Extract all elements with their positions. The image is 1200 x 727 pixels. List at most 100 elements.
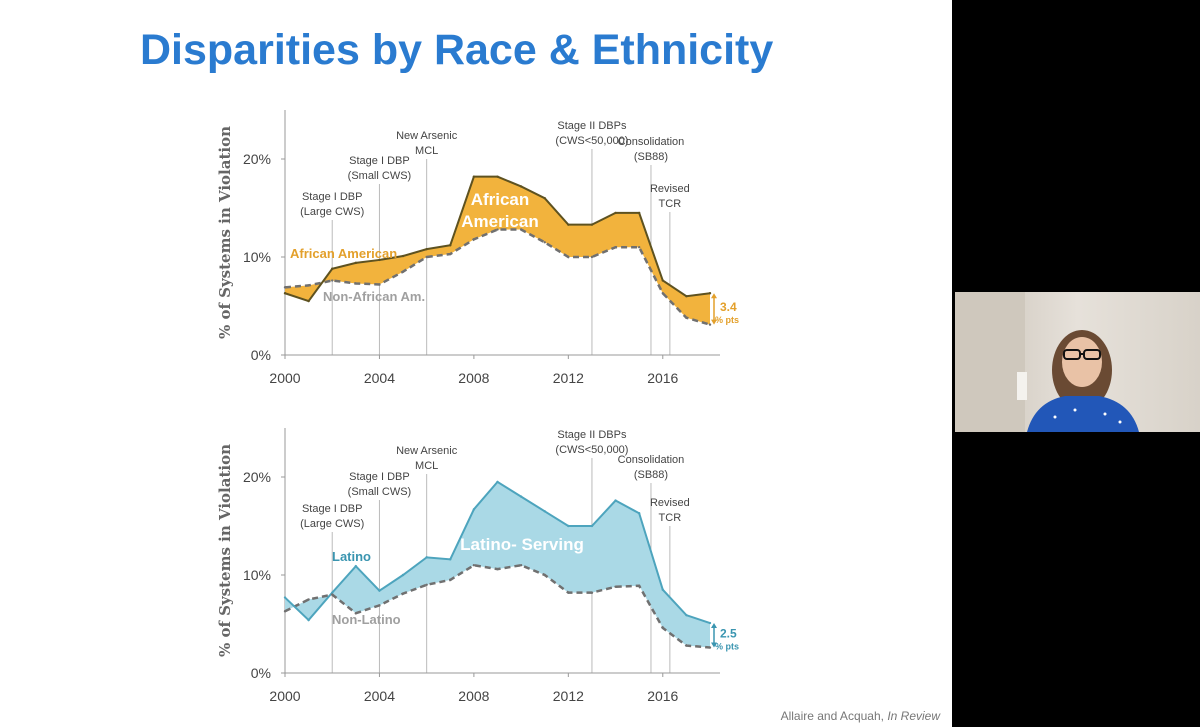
data-point-group xyxy=(614,499,617,502)
data-point-comparison xyxy=(496,228,499,231)
gap-value: 3.4 xyxy=(720,300,737,314)
data-point-group xyxy=(378,258,381,262)
gap-band xyxy=(285,176,710,325)
data-point-group xyxy=(543,197,546,200)
data-point-comparison xyxy=(637,584,641,587)
data-point-comparison xyxy=(708,646,712,649)
x-tick-label: 2008 xyxy=(458,370,489,386)
chart-latino: Stage I DBP (Large CWS) Stage I DBP (Small … xyxy=(216,428,739,704)
gap-arrow-head-down xyxy=(711,319,717,325)
data-point-comparison xyxy=(378,604,381,607)
data-point-group xyxy=(708,292,712,295)
event-label: (Large CWS) xyxy=(300,206,364,218)
data-point-group xyxy=(401,573,405,577)
data-point-group xyxy=(685,295,688,298)
data-point-comparison xyxy=(425,255,428,259)
series-label-group: African American xyxy=(290,246,397,261)
gap-unit: % pts xyxy=(715,315,739,325)
gap-arrow-head-up xyxy=(711,293,717,299)
event-label: MCL xyxy=(415,460,438,472)
event-label: New Arsenic xyxy=(396,130,458,142)
data-point-group xyxy=(283,292,287,295)
y-axis-label: % of Systems in Violation xyxy=(216,444,234,657)
band-label: American xyxy=(461,212,538,231)
data-point-comparison xyxy=(378,283,381,286)
y-axis-label: % of Systems in Violation xyxy=(216,126,234,339)
chart-african-american: Stage I DBP (Large CWS) Stage I DBP (Small … xyxy=(216,110,739,386)
gap-arrow-head-down xyxy=(711,642,717,648)
data-point-comparison xyxy=(307,598,310,601)
y-tick-label: 0% xyxy=(251,347,271,363)
data-point-group xyxy=(472,175,476,178)
data-point-group xyxy=(331,591,334,594)
citation-authors: Allaire and Acquah, xyxy=(780,709,888,723)
data-point-comparison xyxy=(519,228,523,231)
data-point-comparison xyxy=(567,591,570,594)
y-tick-label: 20% xyxy=(243,151,271,167)
event-label: (Small CWS) xyxy=(348,170,412,182)
y-tick-label: 20% xyxy=(243,469,271,485)
series-label-comparison: Non-Latino xyxy=(332,612,401,627)
gap-value: 2.5 xyxy=(720,626,737,640)
y-tick-label: 10% xyxy=(243,249,271,265)
data-point-group xyxy=(519,495,523,498)
citation: Allaire and Acquah, In Review xyxy=(781,709,940,723)
data-point-group xyxy=(378,589,381,592)
data-point-group xyxy=(661,279,664,282)
event-label: Stage II DBPs xyxy=(557,120,627,132)
band-label: African xyxy=(471,190,530,209)
data-point-group xyxy=(307,618,310,622)
x-tick-label: 2016 xyxy=(647,370,678,386)
event-label: (SB88) xyxy=(634,469,668,481)
event-label: (Large CWS) xyxy=(300,518,364,530)
event-label: Revised xyxy=(650,183,690,195)
data-point-group xyxy=(496,480,499,484)
citation-status: In Review xyxy=(887,709,940,723)
data-point-comparison xyxy=(354,612,358,615)
x-tick-label: 2012 xyxy=(553,370,584,386)
event-label: (Small CWS) xyxy=(348,486,412,498)
event-label: Consolidation xyxy=(618,454,685,466)
event-label: TCR xyxy=(659,198,682,210)
x-tick-label: 2004 xyxy=(364,688,395,704)
data-point-group xyxy=(449,244,452,247)
data-point-comparison xyxy=(449,578,452,582)
data-point-group xyxy=(590,223,594,226)
data-point-group xyxy=(449,558,452,561)
presenter-video xyxy=(955,292,1200,432)
event-label: Stage I DBP xyxy=(302,503,363,515)
data-point-comparison xyxy=(637,246,641,249)
data-point-comparison xyxy=(590,591,594,594)
series-label-group: Latino xyxy=(332,549,371,564)
x-tick-label: 2012 xyxy=(553,688,584,704)
series-label-comparison: Non-African Am. xyxy=(323,289,425,304)
gap-arrow-head-up xyxy=(711,623,717,629)
event-label: TCR xyxy=(659,512,682,524)
data-point-comparison xyxy=(283,610,287,613)
data-point-comparison xyxy=(661,626,664,630)
data-point-group xyxy=(543,510,546,513)
data-point-group xyxy=(661,588,664,591)
band-label: Latino- Serving xyxy=(460,535,584,554)
event-label: MCL xyxy=(415,145,438,157)
event-label: Stage II DBPs xyxy=(557,429,627,441)
data-point-comparison xyxy=(614,246,617,249)
data-point-comparison xyxy=(472,238,476,241)
data-point-group xyxy=(637,512,641,515)
x-tick-label: 2000 xyxy=(269,370,300,386)
data-point-comparison xyxy=(543,573,546,577)
data-point-group xyxy=(425,556,428,559)
y-tick-label: 10% xyxy=(243,567,271,583)
data-point-comparison xyxy=(708,323,712,326)
data-point-comparison xyxy=(331,593,334,596)
data-point-comparison xyxy=(401,270,405,273)
event-label: (CWS<50,000) xyxy=(555,135,628,147)
data-point-comparison xyxy=(496,567,499,571)
data-point-comparison xyxy=(449,252,452,256)
data-point-comparison xyxy=(519,564,523,567)
data-point-group xyxy=(472,508,476,511)
data-point-comparison xyxy=(661,292,664,295)
data-point-comparison xyxy=(472,564,476,567)
data-point-group xyxy=(708,621,712,625)
data-point-group xyxy=(567,223,570,226)
